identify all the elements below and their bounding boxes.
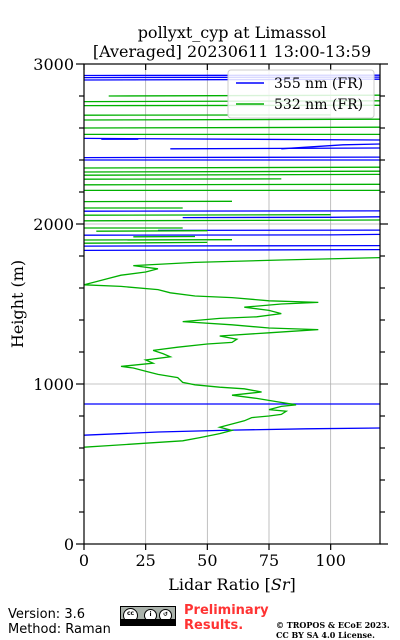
series-0-line	[170, 147, 380, 150]
preliminary-line2: Results.	[184, 618, 244, 633]
x-axis-label: Lidar Ratio [Sr]	[168, 575, 296, 594]
series-1-line	[84, 166, 380, 169]
series-1-line	[84, 170, 380, 173]
preliminary-line1: Preliminary	[184, 603, 269, 618]
copyright-line1: © TROPOS & ECoE 2023.	[276, 620, 390, 630]
by-icon: i	[144, 609, 157, 622]
x-tick-label: 50	[197, 551, 217, 570]
plot-frame	[83, 63, 381, 545]
legend: 355 nm (FR) 532 nm (FR)	[227, 69, 375, 119]
series-1-line	[84, 183, 380, 186]
method-text: Method: Raman	[8, 622, 111, 637]
chart-title-line2: [Averaged] 20230611 13:00-13:59	[93, 42, 371, 61]
series-1-line	[84, 241, 208, 244]
x-tick-label: 75	[259, 551, 279, 570]
series-1-line	[84, 256, 380, 448]
legend-box	[227, 69, 375, 119]
y-tick-label: 1000	[33, 375, 74, 394]
cc-badge-bar	[121, 619, 175, 625]
series-0-line	[182, 216, 380, 219]
series-1-line	[84, 219, 380, 222]
series-0-line	[84, 244, 380, 247]
preliminary-results-text: Preliminary Results.	[184, 603, 269, 633]
chart-title-line1: pollyxt_cyp at Limassol	[138, 23, 327, 42]
x-tick-label: 25	[135, 551, 155, 570]
grid-lines	[83, 63, 380, 545]
legend-label-355: 355 nm (FR)	[274, 76, 363, 92]
y-tick-label: 0	[64, 535, 74, 554]
y-axis-label: Height (m)	[8, 260, 27, 348]
x-tick-label: 0	[79, 551, 89, 570]
series-1-line	[84, 126, 380, 129]
series-0-line	[84, 427, 380, 436]
series-1-line	[84, 118, 380, 121]
y-tick-label: 3000	[33, 55, 74, 74]
series-0-line	[84, 156, 380, 159]
y-tick-label: 2000	[33, 215, 74, 234]
series-0-line	[84, 233, 380, 236]
series-1-line	[96, 230, 208, 232]
series-1-line	[84, 214, 331, 216]
series-1-line	[84, 173, 380, 176]
series-0-line	[84, 248, 380, 252]
legend-label-532: 532 nm (FR)	[274, 97, 363, 113]
copyright-text: © TROPOS & ECoE 2023. CC BY SA 4.0 Licen…	[276, 620, 390, 640]
x-tick-label: 100	[315, 551, 346, 570]
cc-license-badge: cc i ↺	[120, 606, 176, 626]
series-0-line	[281, 143, 380, 150]
copyright-line2: CC BY SA 4.0 License.	[276, 630, 375, 640]
data-lines	[84, 74, 380, 448]
version-text: Version: 3.6	[8, 607, 85, 622]
